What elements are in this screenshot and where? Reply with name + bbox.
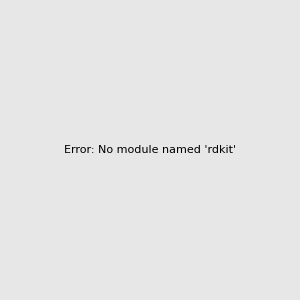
Text: Error: No module named 'rdkit': Error: No module named 'rdkit' [64, 145, 236, 155]
